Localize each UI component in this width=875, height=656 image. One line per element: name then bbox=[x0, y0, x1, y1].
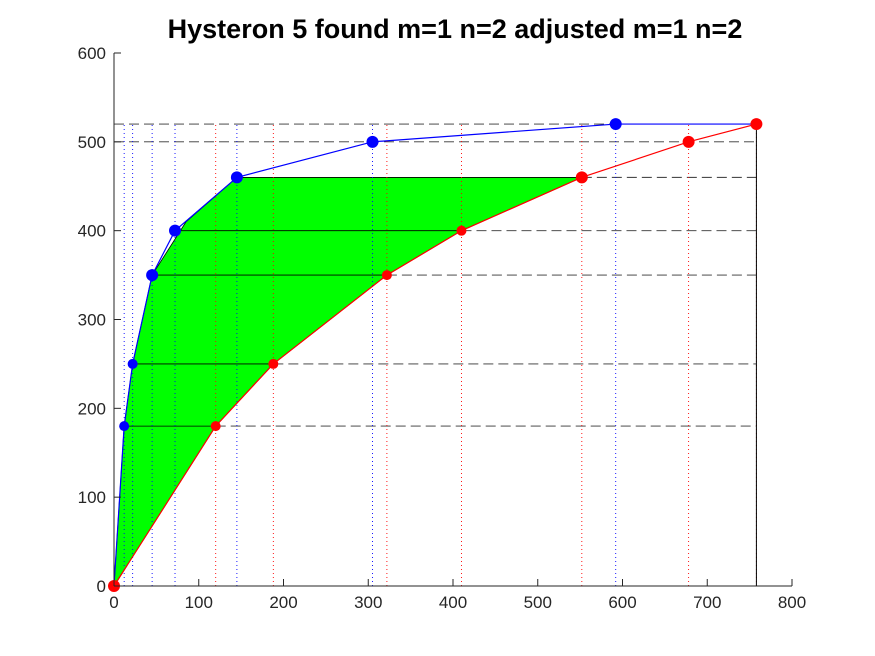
chart-title: Hysteron 5 found m=1 n=2 adjusted m=1 n=… bbox=[168, 14, 743, 44]
descending-point-7 bbox=[750, 118, 763, 131]
guide-lines bbox=[114, 123, 757, 586]
ascending-point-1 bbox=[119, 421, 130, 432]
y-tick-label-3: 300 bbox=[78, 311, 106, 330]
descending-point-6 bbox=[682, 135, 695, 148]
y-tick-label-6: 600 bbox=[78, 44, 106, 63]
x-tick-label-1: 100 bbox=[185, 593, 213, 612]
descending-point-1 bbox=[210, 421, 221, 432]
ascending-point-6 bbox=[366, 135, 379, 148]
y-tick-label-2: 200 bbox=[78, 399, 106, 418]
ascending-point-2 bbox=[127, 358, 138, 369]
x-tick-label-8: 800 bbox=[778, 593, 806, 612]
x-tick-label-7: 700 bbox=[693, 593, 721, 612]
y-tick-label-0: 0 bbox=[97, 577, 106, 596]
descending-point-2 bbox=[268, 358, 279, 369]
y-tick-label-5: 500 bbox=[78, 133, 106, 152]
ascending-point-3 bbox=[146, 269, 159, 282]
ascending-point-7 bbox=[609, 118, 622, 131]
series-points bbox=[108, 118, 763, 592]
x-tick-label-6: 600 bbox=[608, 593, 636, 612]
y-tick-label-4: 400 bbox=[78, 222, 106, 241]
ascending-point-5 bbox=[230, 171, 243, 184]
hysteresis-area bbox=[113, 176, 582, 587]
x-tick-label-3: 300 bbox=[354, 593, 382, 612]
axes: 0 100 200 300 400 500 600 700 800 0 100 200 300 400 50… bbox=[78, 44, 807, 612]
descending-curve bbox=[113, 123, 757, 587]
x-tick-label-5: 500 bbox=[524, 593, 552, 612]
x-tick-label-2: 200 bbox=[269, 593, 297, 612]
descending-point-4 bbox=[456, 225, 467, 236]
hysteresis-fill-polygon bbox=[113, 176, 582, 587]
descending-point-5 bbox=[575, 171, 588, 184]
descending-point-3 bbox=[381, 270, 392, 281]
ascending-point-4 bbox=[169, 224, 182, 237]
x-tick-label-0: 0 bbox=[109, 593, 118, 612]
y-tick-label-1: 100 bbox=[78, 488, 106, 507]
x-tick-label-4: 400 bbox=[439, 593, 467, 612]
